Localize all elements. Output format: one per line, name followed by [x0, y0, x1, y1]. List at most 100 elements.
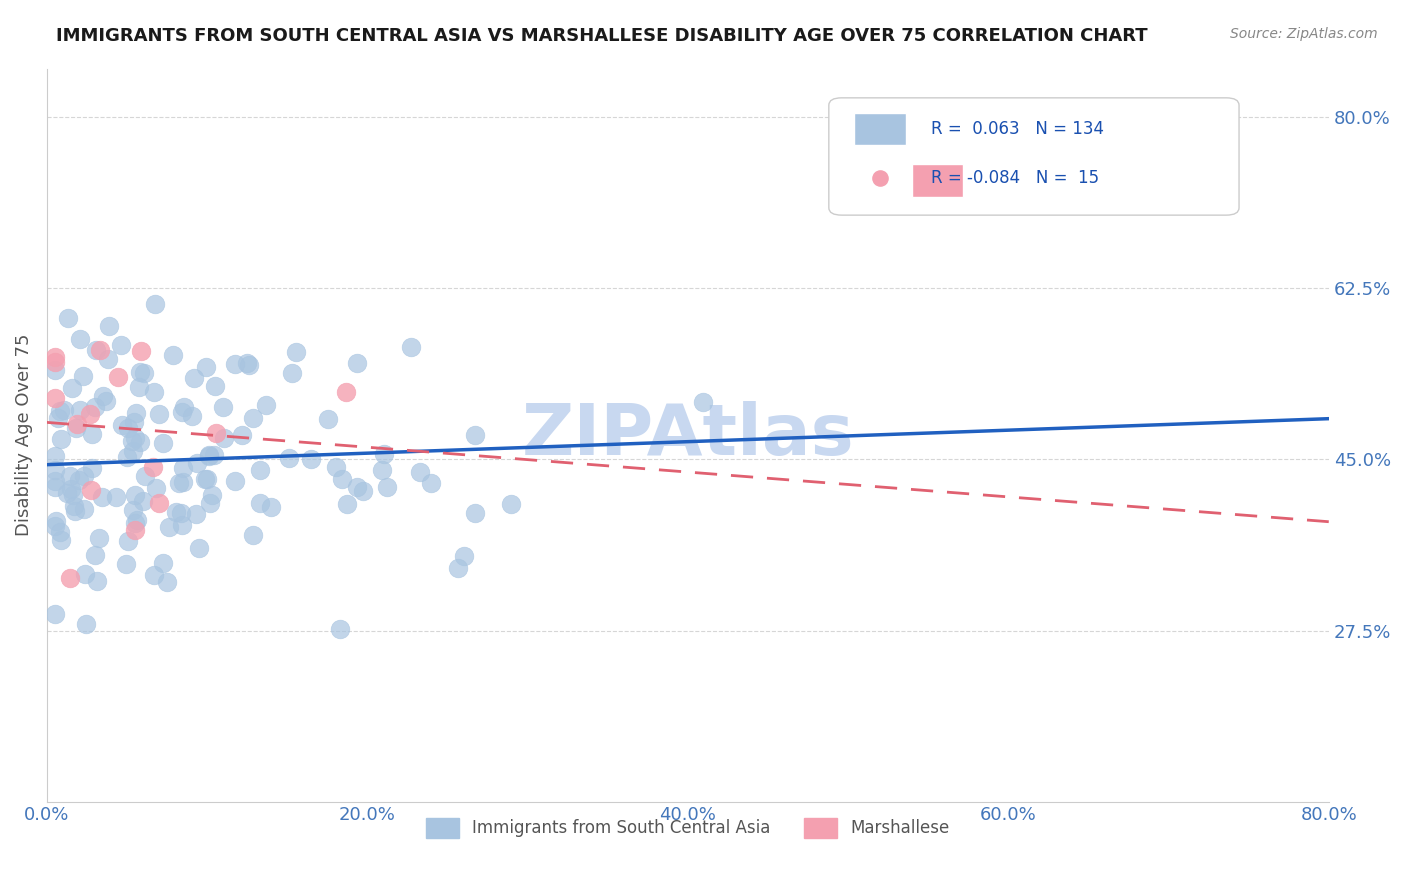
Point: [336, 497, 359, 511]
Point: [197, 449, 219, 463]
Point: [122, 503, 145, 517]
Point: [201, 488, 224, 502]
Point: [238, 358, 260, 372]
Point: [131, 494, 153, 508]
Point: [408, 465, 430, 479]
Point: [45, 514, 67, 528]
Point: [197, 472, 219, 486]
Point: [186, 457, 208, 471]
Point: [114, 557, 136, 571]
Point: [157, 520, 180, 534]
Point: [184, 507, 207, 521]
Point: [169, 506, 191, 520]
Point: [66, 417, 89, 431]
Point: [1077, 62, 1099, 76]
Point: [56, 310, 79, 325]
Point: [44, 351, 66, 365]
Point: [375, 479, 398, 493]
Point: [89, 343, 111, 358]
Point: [44, 480, 66, 494]
Bar: [855, 112, 905, 145]
Point: [236, 356, 259, 370]
Point: [58, 571, 80, 585]
Point: [260, 500, 283, 515]
Point: [195, 360, 218, 375]
Point: [86, 574, 108, 589]
Text: R =  0.063   N = 134: R = 0.063 N = 134: [931, 120, 1104, 137]
Point: [231, 428, 253, 442]
Point: [107, 370, 129, 384]
Point: [75, 566, 97, 581]
Point: [65, 421, 87, 435]
Point: [284, 345, 307, 359]
Point: [346, 356, 368, 370]
Point: [59, 483, 82, 497]
Point: [115, 450, 138, 464]
Text: IMMIGRANTS FROM SOUTH CENTRAL ASIA VS MARSHALLESE DISABILITY AGE OVER 75 CORRELA: IMMIGRANTS FROM SOUTH CENTRAL ASIA VS MA…: [56, 27, 1147, 45]
Point: [132, 366, 155, 380]
FancyBboxPatch shape: [828, 98, 1239, 215]
Point: [125, 513, 148, 527]
Point: [104, 490, 127, 504]
Point: [370, 463, 392, 477]
Point: [142, 459, 165, 474]
Point: [352, 483, 374, 498]
Point: [183, 371, 205, 385]
Point: [202, 448, 225, 462]
Point: [254, 398, 277, 412]
Point: [172, 405, 194, 419]
Point: [60, 381, 83, 395]
Point: [335, 385, 357, 400]
Point: [84, 548, 107, 562]
Point: [67, 473, 90, 487]
Point: [143, 296, 166, 310]
Point: [111, 418, 134, 433]
Point: [84, 401, 107, 415]
Point: [277, 450, 299, 465]
Point: [44, 474, 66, 488]
Point: [156, 574, 179, 589]
Point: [117, 421, 139, 435]
Point: [373, 447, 395, 461]
Point: [145, 481, 167, 495]
Point: [205, 425, 228, 440]
Point: [128, 434, 150, 449]
Point: [399, 340, 422, 354]
Point: [49, 403, 72, 417]
Text: Source: ZipAtlas.com: Source: ZipAtlas.com: [1230, 27, 1378, 41]
Point: [98, 319, 121, 334]
Y-axis label: Disability Age Over 75: Disability Age Over 75: [15, 334, 32, 536]
Point: [124, 516, 146, 531]
Point: [73, 502, 96, 516]
Point: [44, 518, 66, 533]
Point: [51, 432, 73, 446]
Point: [204, 378, 226, 392]
Point: [180, 409, 202, 424]
Point: [128, 365, 150, 379]
Text: ZIPAtlas: ZIPAtlas: [522, 401, 853, 469]
Point: [325, 460, 347, 475]
Point: [97, 352, 120, 367]
Point: [84, 343, 107, 357]
Point: [194, 472, 217, 486]
Text: R = -0.084   N =  15: R = -0.084 N = 15: [931, 169, 1099, 187]
Point: [125, 406, 148, 420]
Point: [44, 463, 66, 477]
Point: [53, 402, 76, 417]
Point: [44, 449, 66, 463]
Point: [110, 338, 132, 352]
Point: [69, 402, 91, 417]
Point: [242, 528, 264, 542]
Point: [128, 379, 150, 393]
Point: [464, 506, 486, 520]
Point: [122, 443, 145, 458]
Point: [447, 561, 470, 575]
Point: [692, 394, 714, 409]
Point: [129, 343, 152, 358]
Bar: [912, 164, 963, 197]
Point: [91, 490, 114, 504]
Point: [419, 476, 441, 491]
Point: [224, 357, 246, 371]
Point: [63, 503, 86, 517]
Point: [200, 496, 222, 510]
